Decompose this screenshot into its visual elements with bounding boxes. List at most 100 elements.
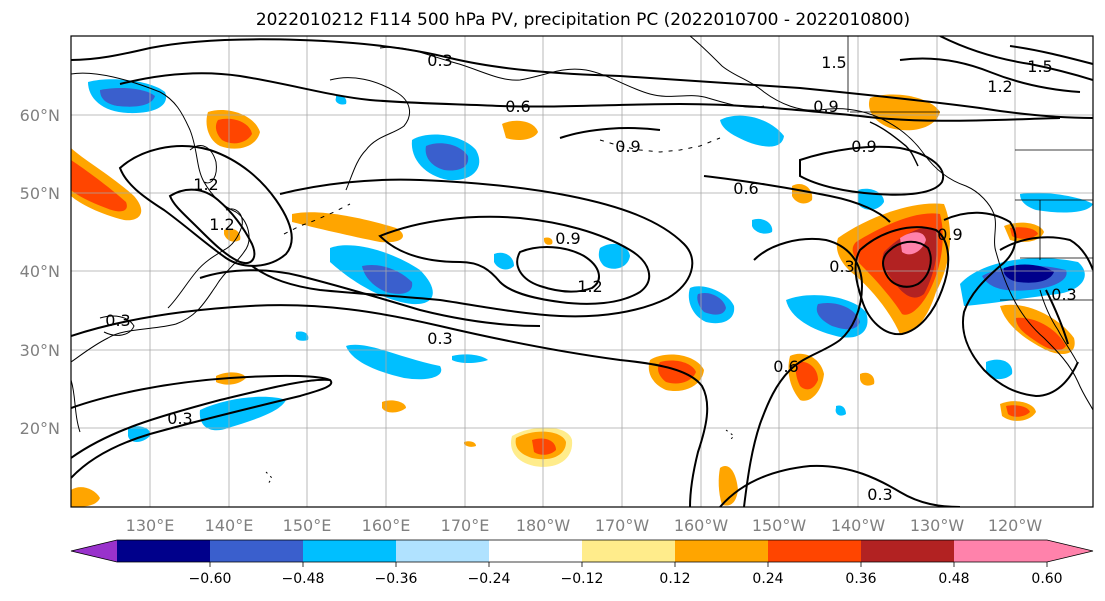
colorbar-tick-label: −0.12 [561, 571, 604, 587]
lon-label: 170°W [595, 516, 650, 535]
colorbar-extend-min [71, 540, 117, 562]
pv-label: 0.9 [615, 137, 640, 156]
positive-anomaly-patch [382, 400, 406, 413]
precipitation-shading [71, 79, 1093, 507]
negative-anomaly-patch [752, 218, 773, 234]
positive-anomaly-patch [658, 360, 696, 384]
lon-label: 130°E [126, 516, 175, 535]
pv-contours [71, 36, 1093, 507]
pv-contour [899, 57, 1081, 93]
coastlines [71, 36, 1093, 485]
positive-anomaly-patch [502, 120, 538, 140]
map-frame [70, 35, 1094, 508]
negative-anomaly-patch [1020, 192, 1093, 213]
pv-contour [516, 246, 600, 293]
north-america-coastline [689, 36, 1093, 411]
pv-contour [719, 464, 961, 507]
colorbar-outline [70, 539, 1094, 563]
lat-label-40n: 40°N [20, 262, 60, 281]
pv-label: 0.3 [105, 311, 130, 330]
colorbar-swatch [954, 540, 1048, 562]
pv-label: 0.3 [867, 485, 892, 504]
colorbar-extend-max [1047, 540, 1093, 562]
pv-label: 0.6 [773, 357, 798, 376]
pv-contour [119, 72, 1061, 122]
colorbar-swatch [396, 540, 490, 562]
lat-label-20n: 20°N [20, 419, 60, 438]
pv-contour [71, 38, 1093, 119]
pv-label: 0.6 [733, 179, 758, 198]
colorbar-tick-label: −0.36 [375, 571, 418, 587]
lon-label: 130°W [910, 516, 965, 535]
pv-label: 0.3 [829, 257, 854, 276]
negative-anomaly-patch [346, 344, 442, 380]
colorbar-tick-label: 0.48 [938, 571, 969, 587]
pv-label: 0.3 [427, 329, 452, 348]
pv-label: 1.5 [821, 53, 846, 72]
positive-anomaly-patch [464, 441, 476, 447]
lon-label: 150°W [752, 516, 807, 535]
negative-anomaly-patch [100, 88, 155, 107]
lon-label: 120°W [988, 516, 1043, 535]
pacific-islands [265, 429, 735, 485]
positive-anomaly-patch [1016, 317, 1066, 351]
pv-label: 0.9 [555, 229, 580, 248]
pv-contour [1045, 289, 1069, 345]
colorbar-tick-label: −0.60 [189, 571, 232, 587]
negative-anomaly-patch [720, 115, 784, 147]
lon-label: 170°E [441, 516, 490, 535]
colorbar-swatch [210, 540, 304, 562]
pv-contour [199, 269, 541, 327]
pv-label: 0.6 [505, 97, 530, 116]
negative-anomaly-patch [362, 264, 413, 294]
colorbar-swatch [768, 540, 862, 562]
korea-coastline [99, 315, 135, 336]
pv-contour [71, 378, 333, 479]
positive-anomaly-patch [1010, 227, 1038, 239]
baja-california-coastline [1039, 289, 1079, 365]
negative-anomaly-patch [986, 359, 1013, 380]
pv-label: 1.2 [987, 77, 1012, 96]
map-title: 2022010212 F114 500 hPa PV, precipitatio… [256, 10, 910, 30]
negative-anomaly-patch [335, 95, 347, 105]
negative-anomaly-patch [295, 331, 309, 341]
lat-label-60n: 60°N [20, 106, 60, 125]
sakhalin-coastline [189, 145, 217, 184]
colorbar-tick-label: 0.12 [659, 571, 690, 587]
pv-label: 0.9 [937, 225, 962, 244]
pv-label: 1.2 [577, 277, 602, 296]
japan-coastline [167, 208, 243, 309]
lat-label-30n: 30°N [20, 341, 60, 360]
pv-contour-labels: 0.3 0.6 1.5 0.9 1.2 1.5 0.9 0.9 0.6 1.2 … [105, 51, 1076, 504]
colorbar: −0.60 −0.48 −0.36 −0.24 −0.12 0.12 0.24 0.36 0.4… [70, 539, 1094, 587]
colorbar-swatches [70, 539, 1094, 563]
colorbar-tick-label: −0.48 [282, 571, 325, 587]
lat-label-50n: 50°N [20, 184, 60, 203]
pv-contour [251, 178, 694, 318]
positive-anomaly-patch [718, 466, 738, 506]
colorbar-swatch [861, 540, 955, 562]
aleutian-islands [599, 137, 721, 153]
negative-anomaly-patch [425, 143, 469, 171]
kamchatka-coastline [329, 77, 411, 191]
colorbar-swatch [303, 540, 397, 562]
pv-contour [168, 188, 256, 264]
colorbar-swatch [117, 540, 211, 562]
political-borders [847, 36, 1093, 301]
lon-label: 150°E [283, 516, 332, 535]
lon-label: 140°E [205, 516, 254, 535]
pv-contour [559, 127, 661, 139]
pv-label: 0.9 [813, 97, 838, 116]
negative-anomaly-patch [835, 405, 846, 416]
negative-anomaly-patch [1003, 264, 1054, 283]
latitude-labels: 60°N 50°N 40°N 30°N 20°N [20, 106, 60, 438]
pv-contour [118, 145, 293, 267]
positive-anomaly-patch [900, 232, 926, 255]
pv-label: 0.3 [427, 51, 452, 70]
pv-label: 1.2 [209, 215, 234, 234]
pv-contour [378, 215, 651, 305]
negative-anomaly-patch [697, 292, 726, 315]
kuril-islands [283, 203, 351, 235]
positive-anomaly-patch [532, 438, 556, 455]
